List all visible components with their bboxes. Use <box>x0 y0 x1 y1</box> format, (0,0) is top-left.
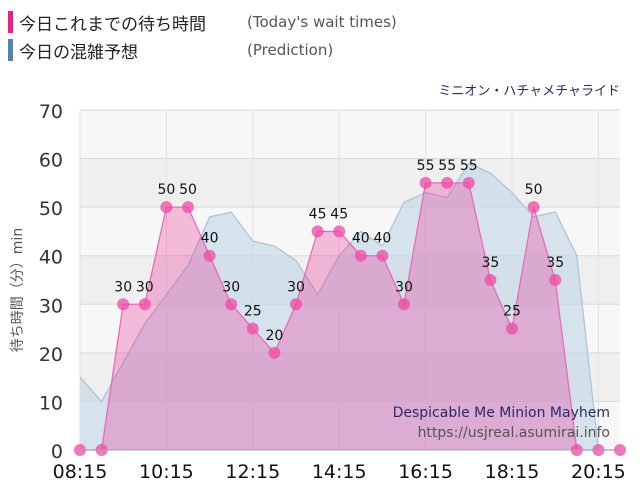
legend-actual: 今日これまでの待ち時間 (Today's wait times) <box>8 10 397 35</box>
data-label: 30 <box>222 279 240 295</box>
prediction-series <box>79 162 599 451</box>
actual-point <box>311 225 324 238</box>
actual-point <box>462 176 475 189</box>
actual-point <box>182 201 194 214</box>
data-label: 20 <box>265 328 283 344</box>
data-label: 55 <box>438 158 456 174</box>
x-tick-label: 18:15 <box>485 461 540 483</box>
x-axis: 08:15 10:15 12:15 14:15 16:15 18:15 20:15 <box>53 449 626 483</box>
credit-name: Despicable Me Minion Mayhem <box>393 405 610 421</box>
actual-point <box>354 249 367 262</box>
prediction-line <box>79 162 599 451</box>
actual-point <box>333 225 346 238</box>
prediction-area <box>80 163 599 450</box>
y-tick-label: 60 <box>39 150 63 172</box>
legend-prediction-subtitle: (Prediction) <box>247 41 334 59</box>
data-label: 50 <box>157 182 175 198</box>
actual-point <box>484 274 497 286</box>
credit-url: https://usjreal.asumirai.info <box>418 425 610 441</box>
plot-band <box>80 110 620 159</box>
actual-point <box>246 322 259 335</box>
y-tick-label: 0 <box>51 441 63 463</box>
actual-area <box>80 182 620 450</box>
legend-prediction-title: 今日の混雑予想 <box>19 42 138 63</box>
x-tick-label: 14:15 <box>312 461 367 483</box>
plot-band <box>80 158 620 208</box>
data-label: 50 <box>179 182 197 198</box>
actual-point <box>506 322 518 335</box>
actual-point <box>160 201 173 214</box>
actual-point <box>268 346 281 359</box>
y-tick-label: 30 <box>39 295 63 317</box>
data-label: 35 <box>481 255 499 271</box>
x-tick-label: 08:15 <box>53 461 108 483</box>
data-label: 50 <box>525 182 543 198</box>
data-label: 55 <box>460 158 478 174</box>
data-label: 40 <box>373 231 391 247</box>
y-tick-label: 50 <box>39 198 63 220</box>
ride-name: ミニオン・ハチャメチャライド <box>438 84 620 99</box>
legend-actual-subtitle: (Today's wait times) <box>247 13 397 31</box>
data-label: 55 <box>417 158 435 174</box>
y-tick-label: 40 <box>39 247 63 269</box>
y-axis: 0 10 20 30 40 50 60 70 <box>39 101 63 463</box>
data-label: 30 <box>136 279 154 295</box>
data-label: 25 <box>244 304 262 320</box>
y-axis-label: 待ち時間（分）min <box>10 228 26 352</box>
x-tick-label: 20:15 <box>571 461 626 483</box>
actual-point <box>138 298 151 311</box>
legend-actual-swatch <box>8 11 13 33</box>
x-tick-label: 16:15 <box>398 461 453 483</box>
data-label: 25 <box>503 304 521 320</box>
actual-point <box>441 176 454 189</box>
y-tick-label: 70 <box>39 101 63 123</box>
data-label: 30 <box>395 279 413 295</box>
actual-point <box>398 298 410 311</box>
actual-point <box>419 176 432 189</box>
actual-point <box>549 274 562 286</box>
data-label: 45 <box>309 206 327 222</box>
legend-prediction-swatch <box>8 39 13 61</box>
data-label: 35 <box>546 255 564 271</box>
data-label: 40 <box>352 231 370 247</box>
actual-point <box>290 298 302 311</box>
actual-point <box>203 249 216 262</box>
data-label: 30 <box>114 279 132 295</box>
y-tick-label: 20 <box>39 344 63 366</box>
legend-actual-title: 今日これまでの待ち時間 <box>19 14 206 35</box>
y-tick-label: 10 <box>39 392 63 414</box>
data-label: 40 <box>201 231 219 247</box>
legend-prediction: 今日の混雑予想 (Prediction) <box>8 38 334 63</box>
actual-point <box>117 298 130 311</box>
x-tick-label: 12:15 <box>225 461 280 483</box>
data-label: 30 <box>287 279 305 295</box>
x-tick-label: 10:15 <box>139 461 194 483</box>
actual-point <box>527 201 540 214</box>
actual-point <box>225 298 238 311</box>
data-label: 45 <box>330 206 348 222</box>
actual-point <box>376 249 389 262</box>
